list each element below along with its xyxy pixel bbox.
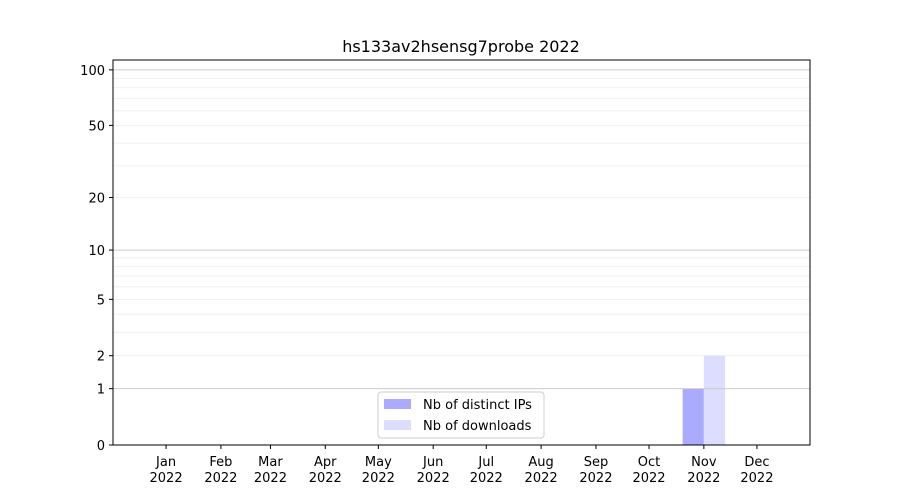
legend-swatch: [384, 420, 411, 430]
x-tick-label: 2022: [740, 471, 773, 486]
y-tick-label: 10: [88, 244, 105, 259]
x-tick-label: Mar: [258, 455, 283, 470]
legend-label: Nb of distinct IPs: [423, 398, 532, 413]
x-tick-label: Feb: [209, 455, 232, 470]
bars: [682, 355, 726, 445]
x-tick-label: May: [365, 455, 392, 470]
y-axis: 0 1 2 5 10 20 50 100: [80, 64, 113, 454]
x-tick-label: Jul: [477, 455, 494, 470]
x-tick-label: Aug: [528, 455, 553, 470]
x-tick-label: Jan: [155, 455, 176, 470]
y-tick-label: 1: [97, 383, 105, 398]
bar-distinct-ips: [682, 388, 704, 445]
x-tick-label: 2022: [579, 471, 612, 486]
x-tick-label: Jun: [422, 455, 443, 470]
x-tick-label: 2022: [632, 471, 665, 486]
major-grid: [113, 69, 810, 390]
x-tick-label: 2022: [362, 471, 395, 486]
x-tick-label: 2022: [150, 471, 183, 486]
grid: [113, 77, 810, 357]
chart-title: hs133av2hsensg7probe 2022: [342, 37, 580, 56]
y-tick-label: 50: [88, 119, 105, 134]
x-tick-label: 2022: [525, 471, 558, 486]
x-tick-label: Dec: [744, 455, 769, 470]
plot-frame: [112, 59, 811, 446]
x-axis: Jan2022Feb2022Mar2022Apr2022May2022Jun20…: [150, 445, 773, 486]
y-tick-label: 2: [97, 350, 105, 365]
legend: Nb of distinct IPs Nb of downloads: [377, 391, 545, 439]
bar-downloads: [703, 355, 726, 445]
y-tick-label: 100: [80, 64, 105, 79]
x-tick-label: Apr: [314, 455, 337, 470]
legend-swatch: [384, 399, 411, 409]
legend-box: [377, 391, 545, 439]
x-tick-label: 2022: [204, 471, 237, 486]
x-tick-label: 2022: [470, 471, 503, 486]
x-tick-label: Oct: [638, 455, 660, 470]
legend-label: Nb of downloads: [423, 419, 532, 434]
y-tick-label: 20: [88, 192, 105, 207]
y-tick-label: 5: [97, 293, 105, 308]
x-tick-label: Nov: [691, 455, 717, 470]
x-tick-label: Sep: [584, 455, 609, 470]
x-tick-label: 2022: [254, 471, 287, 486]
x-tick-label: 2022: [309, 471, 342, 486]
y-tick-label: 0: [97, 439, 105, 454]
x-tick-label: 2022: [417, 471, 450, 486]
x-tick-label: 2022: [687, 471, 720, 486]
